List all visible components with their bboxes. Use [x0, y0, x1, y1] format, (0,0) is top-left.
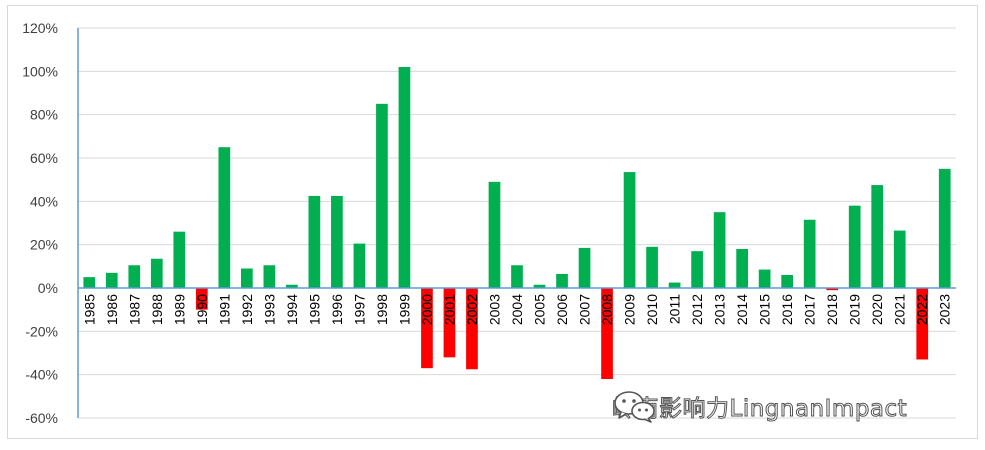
y-tick-label: 0%	[38, 280, 58, 296]
x-tick-label: 1991	[216, 294, 232, 325]
x-tick-label: 1996	[329, 294, 345, 325]
y-tick-label: 40%	[30, 193, 58, 209]
x-tick-label: 2013	[712, 294, 728, 325]
bar	[488, 181, 501, 288]
bar	[308, 195, 321, 288]
bar	[893, 230, 906, 288]
bar	[466, 288, 478, 370]
bar	[240, 268, 253, 288]
x-tick-label: 2002	[464, 294, 480, 325]
y-axis-tick-labels: 120% 100% 80% 60% 40% 20% 0% -20% -40% -60%	[22, 20, 58, 426]
x-tick-label: 2014	[734, 294, 750, 325]
x-tick-label: 1988	[149, 294, 165, 325]
x-tick-label: 2017	[802, 294, 818, 325]
y-tick-label: 100%	[22, 63, 58, 79]
y-tick-label: 80%	[30, 107, 58, 123]
bar	[398, 67, 411, 288]
y-tick-label: 60%	[30, 150, 58, 166]
x-tick-label: 1998	[374, 294, 390, 325]
x-tick-label: 2008	[599, 294, 615, 325]
bar	[736, 249, 748, 288]
bar	[781, 275, 794, 288]
x-tick-label: 1997	[351, 294, 367, 325]
y-tick-label: 20%	[30, 237, 58, 253]
bar	[218, 147, 231, 288]
x-tick-label: 1989	[171, 294, 187, 325]
bar	[826, 288, 839, 291]
bar	[916, 288, 929, 360]
y-tick-label: -40%	[25, 367, 58, 383]
watermark-text: 岭南影响力LingnanImpact	[611, 396, 908, 423]
bar	[83, 277, 96, 288]
y-tick-label: -20%	[25, 323, 58, 339]
x-tick-label: 2018	[824, 294, 840, 325]
bar	[128, 265, 141, 288]
x-tick-label: 2010	[644, 294, 660, 325]
bar	[511, 265, 523, 288]
bar	[353, 243, 366, 288]
x-tick-label: 1994	[284, 294, 300, 325]
bar	[623, 172, 636, 288]
x-axis-tick-labels: 1985 1986 1987 1988 1989 1990 1991 1992 1993 1994…	[81, 294, 952, 325]
bar	[578, 247, 591, 288]
x-tick-label: 1986	[104, 294, 120, 325]
x-tick-label: 2011	[667, 294, 683, 324]
bar	[286, 284, 298, 288]
x-tick-label: 1990	[194, 294, 210, 325]
x-tick-label: 2005	[532, 294, 548, 325]
bar	[601, 288, 613, 379]
axes	[77, 28, 956, 418]
x-tick-label: 2022	[914, 294, 930, 325]
gridlines	[78, 27, 956, 419]
bar	[443, 288, 456, 358]
bar	[173, 231, 186, 288]
bar	[556, 273, 568, 288]
bar	[848, 205, 861, 288]
bar	[195, 288, 208, 310]
bar	[105, 272, 118, 288]
x-tick-label: 2015	[757, 294, 773, 325]
x-tick-label: 2012	[689, 294, 705, 325]
bar	[150, 258, 163, 288]
bar	[803, 219, 816, 288]
bar	[263, 265, 276, 288]
x-tick-label: 2009	[622, 294, 638, 325]
bar	[938, 168, 951, 288]
watermark: 岭南影响力LingnanImpact	[611, 388, 908, 424]
x-tick-label: 2019	[847, 294, 863, 325]
y-tick-label: -60%	[25, 410, 58, 426]
bars	[83, 67, 951, 379]
bar	[331, 195, 343, 288]
bar	[533, 284, 546, 288]
x-tick-label: 2004	[509, 294, 525, 325]
x-tick-label: 1999	[396, 294, 412, 325]
bar	[758, 269, 771, 288]
x-tick-label: 2001	[441, 294, 457, 325]
bar	[376, 103, 388, 288]
x-tick-label: 2007	[577, 294, 593, 325]
bar	[646, 246, 658, 288]
x-tick-label: 1992	[239, 294, 255, 325]
x-tick-label: 1993	[261, 294, 277, 325]
bar	[691, 251, 703, 288]
wechat-icon	[614, 391, 655, 423]
x-tick-label: 2021	[892, 294, 908, 325]
x-tick-label: 2006	[554, 294, 570, 325]
x-tick-label: 2003	[486, 294, 502, 325]
x-tick-label: 1987	[126, 294, 142, 325]
x-tick-label: 1995	[306, 294, 322, 325]
x-tick-label: 2020	[869, 294, 885, 325]
bar	[668, 282, 681, 288]
x-tick-label: 2023	[937, 294, 953, 325]
bar	[421, 288, 433, 369]
bar	[871, 185, 884, 288]
x-tick-label: 1985	[81, 294, 97, 325]
bar	[713, 212, 726, 288]
x-tick-label: 2000	[419, 294, 435, 325]
y-tick-label: 120%	[22, 20, 58, 36]
x-tick-label: 2016	[779, 294, 795, 325]
